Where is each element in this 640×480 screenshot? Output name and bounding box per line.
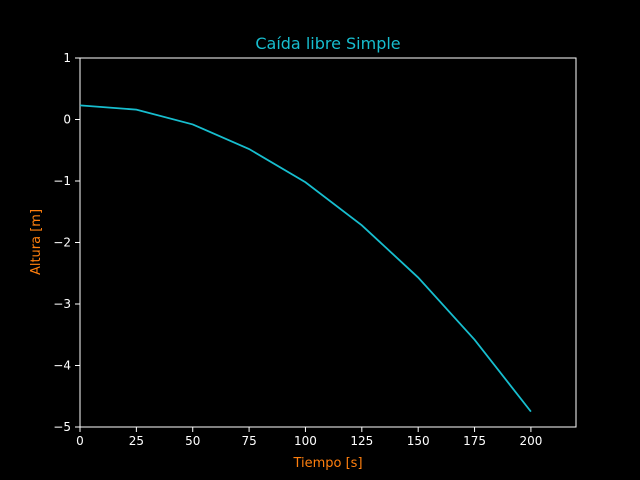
x-tick-label: 25 <box>129 434 144 448</box>
x-tick-label: 75 <box>241 434 256 448</box>
chart-title: Caída libre Simple <box>255 34 400 53</box>
x-tick-label: 50 <box>185 434 200 448</box>
x-tick-label: 200 <box>519 434 542 448</box>
y-tick-label: −5 <box>53 420 71 434</box>
y-tick-label: 1 <box>63 51 71 65</box>
y-tick-label: −2 <box>53 236 71 250</box>
series-line <box>79 104 532 413</box>
y-tick-label: −4 <box>53 359 71 373</box>
plot-frame <box>79 57 577 428</box>
y-axis-label: Altura [m] <box>29 209 44 275</box>
y-tick-label: −3 <box>53 297 71 311</box>
x-axis-ticks: 0 25 50 75 100 125 150 175 200 <box>76 427 542 448</box>
x-tick-label: 0 <box>76 434 84 448</box>
y-tick-label: 0 <box>63 113 71 127</box>
x-tick-label: 150 <box>407 434 430 448</box>
x-axis-label: Tiempo [s] <box>292 456 362 471</box>
x-tick-label: 100 <box>294 434 317 448</box>
x-tick-label: 175 <box>463 434 486 448</box>
y-axis-ticks: 1 0 −1 −2 −3 −4 −5 <box>53 51 80 434</box>
x-tick-label: 125 <box>350 434 373 448</box>
y-tick-label: −1 <box>53 174 71 188</box>
